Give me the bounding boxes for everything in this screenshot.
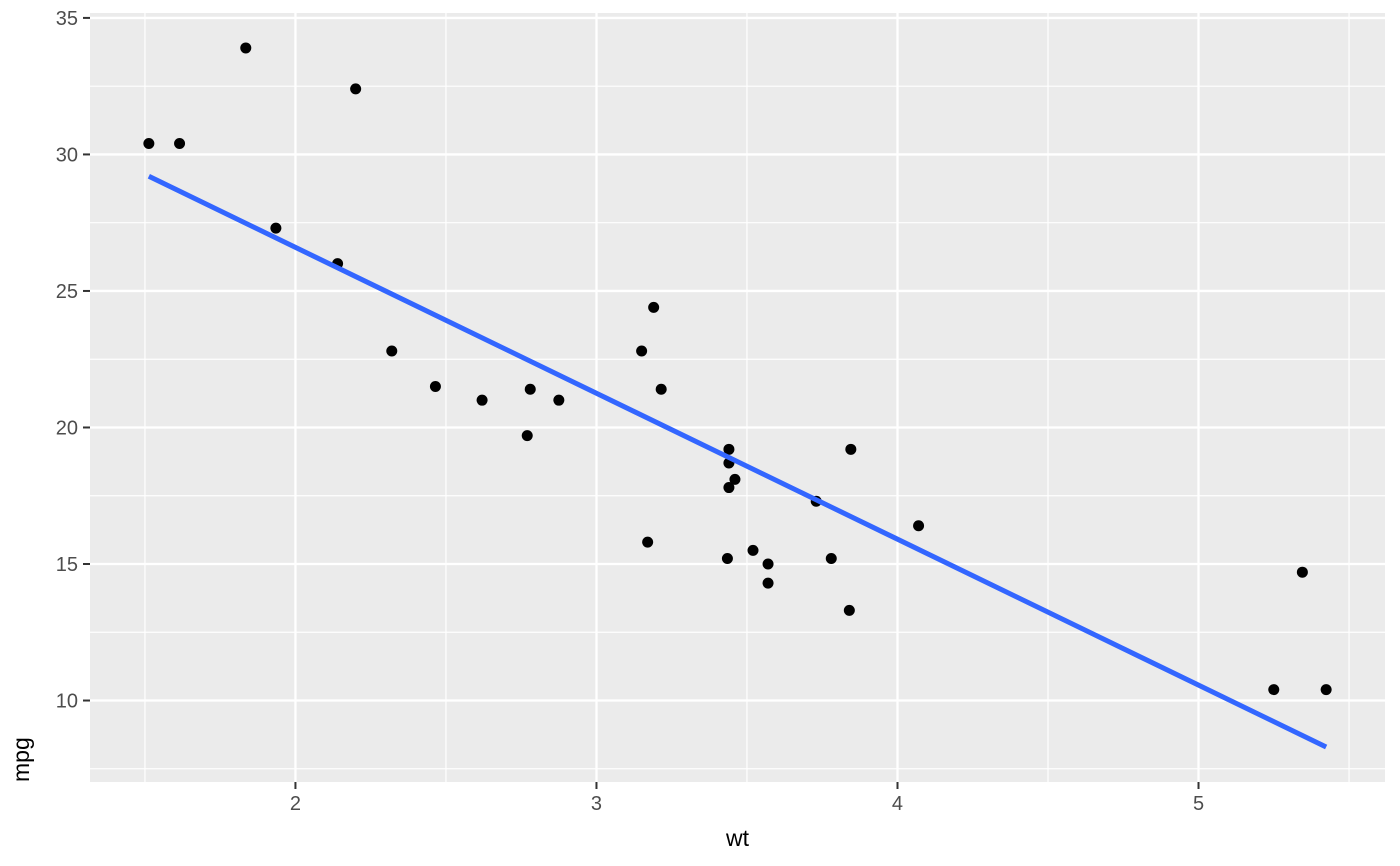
- x-axis-tick-label: 3: [591, 793, 602, 815]
- data-point: [747, 544, 759, 556]
- data-point: [386, 345, 398, 357]
- data-point: [843, 604, 855, 616]
- data-point: [143, 138, 155, 150]
- data-point: [174, 138, 186, 150]
- data-point: [521, 430, 533, 442]
- panel-background: [90, 13, 1385, 782]
- y-axis-tick-label: 35: [56, 8, 78, 30]
- x-axis-tick-label: 5: [1193, 793, 1204, 815]
- data-point: [553, 394, 565, 406]
- data-point: [648, 301, 660, 313]
- data-point: [721, 553, 733, 565]
- data-point: [723, 443, 735, 455]
- data-point: [270, 222, 282, 234]
- data-point: [762, 577, 774, 589]
- data-point: [240, 42, 252, 54]
- x-axis-tick-label: 4: [892, 793, 903, 815]
- data-point: [476, 394, 488, 406]
- y-axis-tick-label: 15: [56, 554, 78, 576]
- data-point: [723, 482, 735, 494]
- y-axis-tick-label: 30: [56, 144, 78, 166]
- data-point: [642, 536, 654, 548]
- data-point: [655, 383, 667, 395]
- data-point: [1296, 566, 1308, 578]
- data-point: [350, 83, 362, 95]
- data-point: [1268, 684, 1280, 696]
- x-axis-tick-label: 2: [290, 793, 301, 815]
- data-point: [729, 473, 741, 485]
- data-point: [913, 520, 925, 532]
- data-point: [524, 383, 536, 395]
- y-axis-tick-label: 20: [56, 417, 78, 439]
- data-point: [1320, 684, 1332, 696]
- data-point: [762, 558, 774, 570]
- data-point: [636, 345, 648, 357]
- data-point: [845, 443, 857, 455]
- trend-line: [147, 174, 1328, 750]
- data-point: [825, 553, 837, 565]
- data-point: [429, 381, 441, 393]
- y-axis-tick-label: 10: [56, 691, 78, 713]
- y-axis-tick-label: 25: [56, 281, 78, 303]
